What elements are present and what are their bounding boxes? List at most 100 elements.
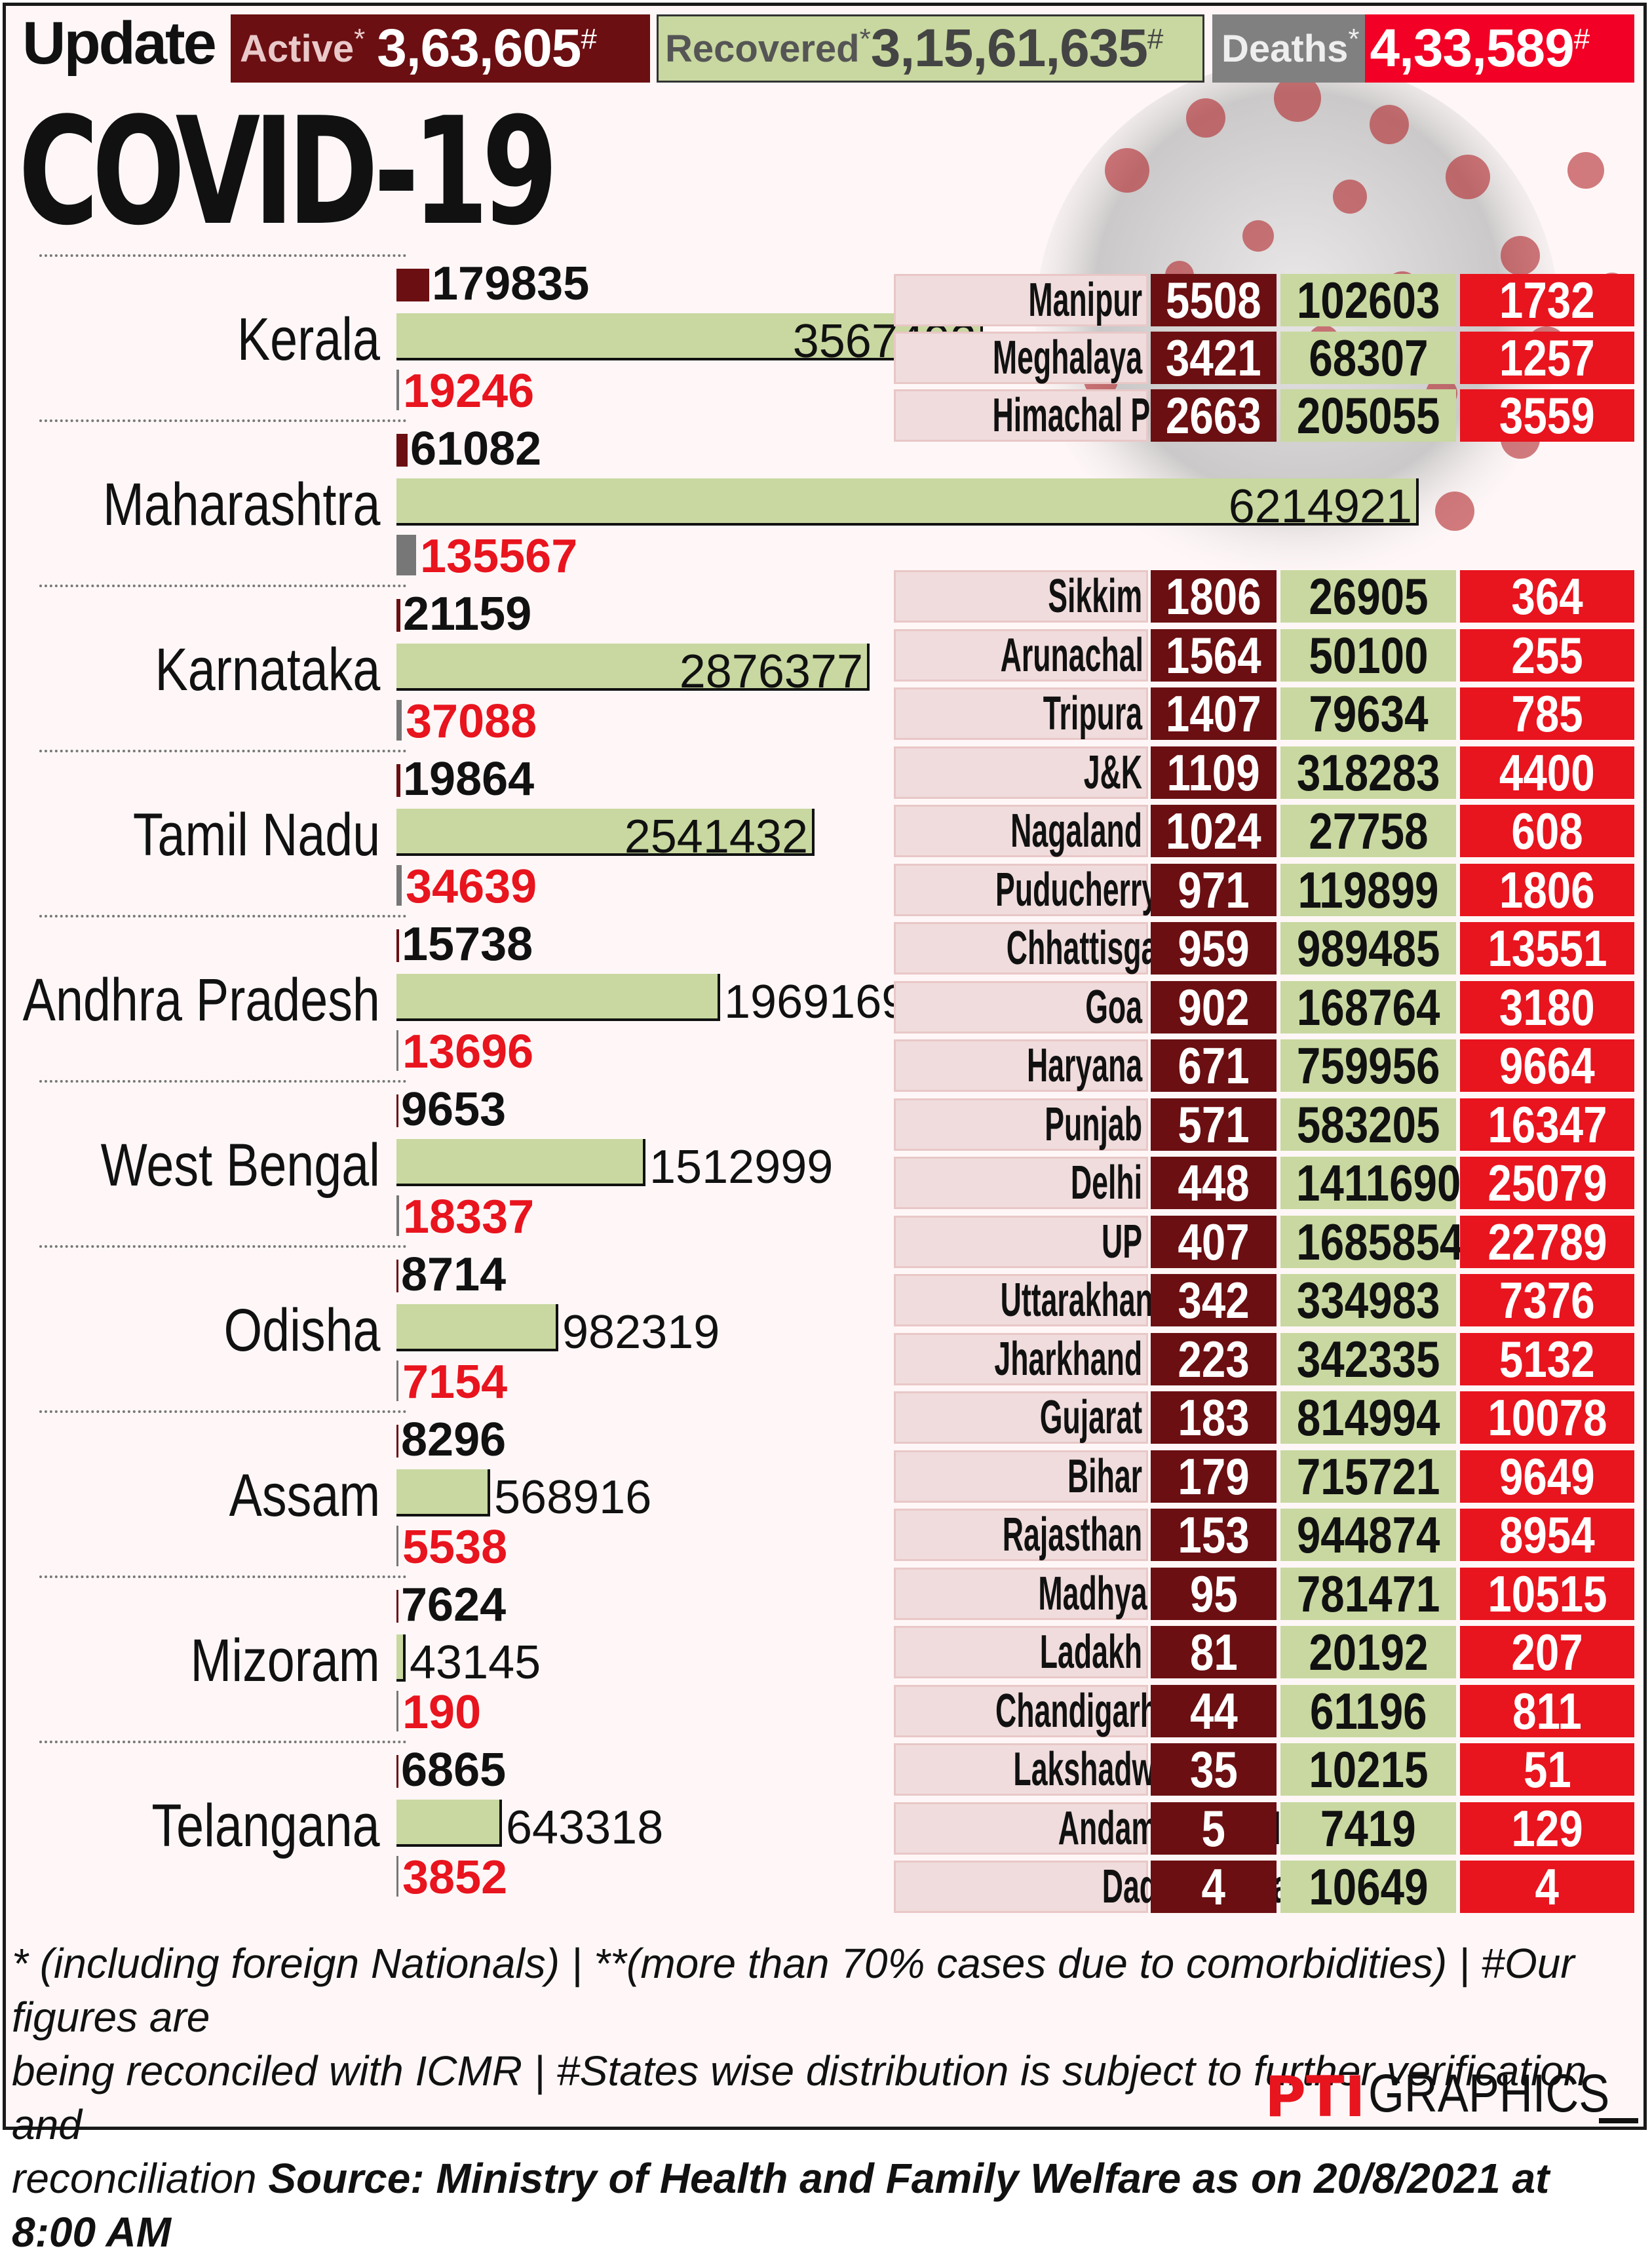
table-row: Chhattisgarh 959 989485 13551 <box>894 919 1634 975</box>
table-row: Ladakh 81 20192 207 <box>894 1623 1634 1678</box>
state-name-cell: Haryana <box>894 1039 1148 1092</box>
recovered-cell: 781471 <box>1280 1568 1456 1620</box>
deaths-cell: 3559 <box>1460 389 1634 442</box>
footer-line-3-text: reconciliation <box>12 2155 269 2202</box>
deaths-cell: 4400 <box>1460 746 1634 799</box>
recovered-cell: 1411690 <box>1280 1157 1461 1209</box>
deaths-star: * <box>1348 23 1360 55</box>
recovered-cell: 989485 <box>1280 922 1456 975</box>
deaths-value: 18337 <box>403 1191 535 1243</box>
recovered-label: Recovered <box>665 27 860 70</box>
separator-line <box>39 1575 406 1578</box>
state-name: Kerala <box>237 306 380 373</box>
active-cell: 571 <box>1151 1098 1277 1151</box>
state-name: Andhra Pradesh <box>22 967 380 1033</box>
state-name-cell: Meghalaya <box>894 332 1148 384</box>
deaths-bar <box>396 1030 398 1071</box>
recovered-cell: 7419 <box>1280 1802 1456 1855</box>
active-bar <box>396 1094 398 1127</box>
table-row: Manipur 5508 102603 1732 <box>894 271 1634 326</box>
active-value: 9653 <box>401 1083 507 1136</box>
recovered-total-badge: Recovered * 3,15,61,635 # <box>657 14 1204 83</box>
deaths-value: 7154 <box>402 1356 508 1408</box>
recovered-cell: 205055 <box>1280 389 1456 442</box>
recovered-value: 982319 <box>562 1306 720 1359</box>
recovered-cell: 79634 <box>1280 687 1456 740</box>
deaths-cell: 9649 <box>1460 1450 1634 1503</box>
active-value: 179835 <box>432 258 590 310</box>
table-row: Himachal P 2663 205055 3559 <box>894 387 1634 442</box>
active-bar <box>396 764 400 797</box>
active-value: 21159 <box>403 588 532 640</box>
deaths-cell: 608 <box>1460 805 1634 857</box>
deaths-bar <box>396 1856 398 1897</box>
state-name-cell: Chhattisgarh <box>894 922 1187 975</box>
deaths-label: Deaths <box>1221 27 1349 70</box>
active-cell: 1806 <box>1151 570 1277 623</box>
recovered-bar <box>396 1469 490 1516</box>
recovered-cell: 10215 <box>1280 1743 1456 1796</box>
table-row: Arunachal P 1564 50100 255 <box>894 627 1634 682</box>
separator-line <box>39 750 406 752</box>
deaths-cell: 3180 <box>1460 981 1634 1033</box>
active-cell: 1109 <box>1151 746 1277 799</box>
active-cell: 959 <box>1151 922 1277 975</box>
table-row: Goa 902 168764 3180 <box>894 978 1634 1033</box>
separator-line <box>39 254 406 257</box>
recovered-bar <box>396 1304 558 1351</box>
deaths-cell: 255 <box>1460 629 1634 682</box>
state-block: West Bengal 9653 1512999 18337 <box>0 1080 878 1245</box>
recovered-bar <box>396 644 870 691</box>
deaths-value: 5538 <box>402 1521 508 1574</box>
recovered-bar <box>396 1800 502 1847</box>
state-block: Telangana 6865 643318 3852 <box>0 1741 878 1906</box>
recovered-cell: 61196 <box>1280 1685 1456 1737</box>
active-hash: # <box>581 23 597 55</box>
state-name-cell: Manipur <box>894 274 1148 326</box>
recovered-cell: 168764 <box>1280 981 1456 1033</box>
table-row: Rajasthan 153 944874 8954 <box>894 1506 1634 1561</box>
recovered-value: 1969169 <box>724 976 908 1028</box>
state-name: West Bengal <box>100 1132 380 1199</box>
recovered-value: 643318 <box>506 1802 664 1854</box>
active-cell: 179 <box>1151 1450 1277 1503</box>
state-name: Telangana <box>151 1792 380 1859</box>
deaths-cell: 129 <box>1460 1802 1634 1855</box>
state-name: Karnataka <box>155 636 380 703</box>
state-name-cell: Goa <box>894 981 1148 1033</box>
recovered-cell: 944874 <box>1280 1509 1456 1561</box>
active-cell: 153 <box>1151 1509 1277 1561</box>
recovered-value: 43145 <box>410 1636 541 1689</box>
state-name-cell: Dadra & N Haveli & D&D <box>894 1861 1438 1913</box>
state-name-cell: Delhi <box>894 1157 1148 1209</box>
active-star: * <box>354 23 366 55</box>
recovered-bar <box>396 313 983 360</box>
state-name: Odisha <box>223 1297 380 1364</box>
state-name-cell: Puducherry <box>894 864 1158 916</box>
active-cell: 971 <box>1151 864 1277 916</box>
pti-logo: PTI <box>1265 2064 1366 2130</box>
separator-line <box>39 915 406 917</box>
recovered-cell: 1685854 <box>1280 1216 1463 1268</box>
update-label: Update <box>22 10 217 77</box>
active-cell: 5508 <box>1151 274 1277 326</box>
deaths-value: 135567 <box>420 530 578 583</box>
table-row: Uttarakhand 342 334983 7376 <box>894 1271 1634 1326</box>
state-name-cell: Himachal P <box>894 389 1150 442</box>
deaths-cell: 22789 <box>1460 1216 1634 1268</box>
active-bar <box>396 1590 398 1623</box>
graphics-underline <box>1599 2118 1638 2123</box>
state-name-cell: Ladakh <box>894 1626 1148 1678</box>
table-row: Bihar 179 715721 9649 <box>894 1448 1634 1503</box>
active-total-badge: Active * 3,63,605 # <box>231 14 650 83</box>
deaths-value: 37088 <box>406 695 537 748</box>
recovered-cell: 68307 <box>1280 332 1456 384</box>
table-row: Sikkim 1806 26905 364 <box>894 568 1634 623</box>
state-block: Karnataka 21159 2876377 37088 <box>0 585 878 750</box>
state-name-cell: J&K <box>894 746 1148 799</box>
active-cell: 2663 <box>1151 389 1277 442</box>
active-cell: 95 <box>1151 1568 1277 1620</box>
state-name-cell: Nagaland <box>894 805 1148 857</box>
active-cell: 5 <box>1151 1802 1277 1855</box>
state-name: Maharashtra <box>102 471 380 538</box>
